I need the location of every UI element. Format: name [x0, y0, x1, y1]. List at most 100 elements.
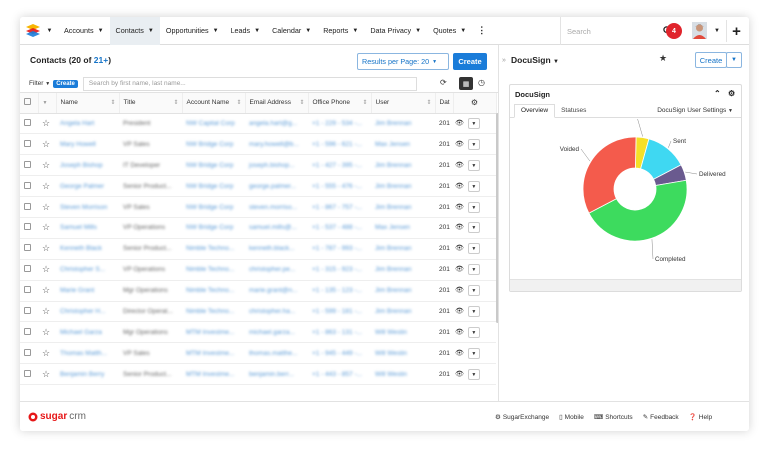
- more-modules-button[interactable]: ⋮: [477, 25, 487, 35]
- nav-tab-reports[interactable]: Reports ▼: [317, 17, 364, 45]
- cell-phone[interactable]: +1 - 443 - 857 -...: [312, 370, 363, 378]
- dashboard-create-dropdown[interactable]: ▼: [726, 52, 742, 68]
- activity-stream-icon[interactable]: ◷: [478, 78, 485, 87]
- table-row[interactable]: ☆ Angela Hart President NW Capital Corp ange…: [20, 113, 496, 135]
- row-checkbox[interactable]: [20, 133, 38, 156]
- quick-create-button[interactable]: +: [726, 20, 746, 42]
- chevron-down-icon[interactable]: ▼: [415, 27, 422, 34]
- row-checkbox[interactable]: [20, 321, 38, 344]
- cell-name[interactable]: Michael Garza: [60, 328, 102, 336]
- cell-account[interactable]: NW Bridge Corp: [186, 203, 234, 211]
- cell-account[interactable]: NW Bridge Corp: [186, 161, 234, 169]
- nav-tab-quotes[interactable]: Quotes ▼: [427, 17, 472, 45]
- chevron-down-icon[interactable]: ▼: [352, 27, 359, 34]
- preview-eye-icon[interactable]: 👁: [455, 328, 464, 336]
- row-checkbox[interactable]: [20, 342, 38, 365]
- favorite-star-icon[interactable]: ☆: [38, 133, 56, 156]
- cell-account[interactable]: Nimble Techno...: [186, 245, 235, 253]
- column-settings[interactable]: ⚙: [453, 93, 497, 114]
- table-row[interactable]: ☆ Christopher H... Director Operat... Nimbl…: [20, 301, 496, 323]
- cell-phone[interactable]: +1 - 229 - 534 -...: [312, 119, 363, 127]
- table-row[interactable]: ☆ Marie Grant Mgr Operations Nimble Techno.…: [20, 280, 496, 302]
- nav-tab-leads[interactable]: Leads ▼: [225, 17, 267, 45]
- preview-eye-icon[interactable]: 👁: [455, 140, 464, 148]
- cell-email[interactable]: kenneth.black...: [249, 245, 295, 253]
- row-checkbox[interactable]: [20, 280, 38, 302]
- select-all-dropdown[interactable]: ▼: [38, 93, 57, 114]
- sugarexchange-link[interactable]: ⚙ SugarExchange: [495, 413, 549, 422]
- cell-email[interactable]: christopher.pe...: [249, 266, 296, 274]
- row-checkbox[interactable]: [20, 154, 38, 177]
- row-actions-dropdown[interactable]: ▼: [467, 180, 480, 192]
- table-row[interactable]: ☆ Christopher S... VP Operations Nimble Tec…: [20, 259, 496, 281]
- column-header-title[interactable]: Title ⇕: [119, 93, 183, 114]
- vertical-scrollbar[interactable]: [496, 113, 499, 323]
- cell-name[interactable]: Joseph Bishop: [60, 161, 103, 169]
- row-actions-dropdown[interactable]: ▼: [467, 305, 480, 317]
- gear-icon[interactable]: ⚙: [728, 89, 736, 98]
- cell-phone[interactable]: +1 - 945 - 449 -...: [312, 349, 363, 357]
- cell-email[interactable]: angela.hart@g...: [249, 119, 298, 127]
- preview-eye-icon[interactable]: 👁: [455, 349, 464, 357]
- row-checkbox[interactable]: [20, 196, 38, 218]
- total-count-link[interactable]: 21+: [93, 55, 109, 65]
- nav-tab-data-privacy[interactable]: Data Privacy ▼: [364, 17, 427, 45]
- column-header-email[interactable]: Email Address ⇕: [245, 93, 309, 114]
- cell-phone[interactable]: +1 - 787 - 993 -...: [312, 245, 363, 253]
- help-link[interactable]: ❓ Help: [689, 413, 712, 422]
- preview-eye-icon[interactable]: 👁: [455, 266, 464, 274]
- cell-email[interactable]: george.palmer...: [249, 182, 296, 190]
- cell-user[interactable]: Jim Brennan: [375, 161, 412, 169]
- row-checkbox[interactable]: [20, 238, 38, 260]
- cell-account[interactable]: Nimble Techno...: [186, 287, 235, 295]
- cell-account[interactable]: Nimble Techno...: [186, 307, 235, 315]
- row-actions-dropdown[interactable]: ▼: [467, 326, 480, 338]
- preview-eye-icon[interactable]: 👁: [455, 182, 464, 190]
- cell-name[interactable]: Kenneth Black: [60, 245, 102, 253]
- cell-email[interactable]: marie.grant@n...: [249, 287, 298, 295]
- cell-phone[interactable]: +1 - 315 - 923 -...: [312, 266, 363, 274]
- cell-email[interactable]: samuel.mills@...: [249, 224, 297, 232]
- cell-account[interactable]: NW Bridge Corp: [186, 140, 234, 148]
- favorite-star-icon[interactable]: ☆: [38, 175, 56, 198]
- cell-user[interactable]: Max Jensen: [375, 140, 411, 148]
- refresh-icon[interactable]: ⟳: [440, 78, 447, 87]
- row-actions-dropdown[interactable]: ▼: [467, 243, 480, 255]
- favorite-star-icon[interactable]: ☆: [38, 113, 56, 135]
- slice-voided[interactable]: [582, 136, 637, 214]
- feedback-link[interactable]: ✎ Feedback: [643, 413, 679, 422]
- cell-email[interactable]: thomas.matthe...: [249, 349, 298, 357]
- row-actions-dropdown[interactable]: ▼: [467, 347, 480, 359]
- cell-name[interactable]: Mary Howell: [60, 140, 96, 148]
- column-header-phone[interactable]: Office Phone ⇕: [308, 93, 372, 114]
- preview-eye-icon[interactable]: 👁: [455, 307, 464, 315]
- favorite-star-icon[interactable]: ☆: [38, 321, 56, 344]
- cell-email[interactable]: christopher.ha...: [249, 307, 296, 315]
- column-header-account[interactable]: Account Name ⇕: [182, 93, 246, 114]
- nav-tab-calendar[interactable]: Calendar ▼: [266, 17, 317, 45]
- nav-tab-opportunities[interactable]: Opportunities ▼: [160, 17, 225, 45]
- chevron-down-icon[interactable]: ▼: [254, 27, 261, 34]
- cell-account[interactable]: Nimble Techno...: [186, 266, 235, 274]
- preview-eye-icon[interactable]: 👁: [455, 287, 464, 295]
- cell-account[interactable]: NW Bridge Corp: [186, 182, 234, 190]
- preview-eye-icon[interactable]: 👁: [455, 203, 464, 211]
- user-profile-menu[interactable]: ▼: [692, 22, 720, 39]
- cell-user[interactable]: Jim Brennan: [375, 307, 412, 315]
- cell-name[interactable]: Christopher H...: [60, 307, 106, 315]
- row-checkbox[interactable]: [20, 259, 38, 281]
- cell-email[interactable]: benjamin.berr...: [249, 370, 294, 378]
- cell-name[interactable]: Benjamin Berry: [60, 370, 105, 378]
- cell-name[interactable]: Marie Grant: [60, 287, 95, 295]
- table-row[interactable]: ☆ Michael Garza Mgr Operations MTM Investme…: [20, 321, 496, 344]
- cell-user[interactable]: Will Westin: [375, 370, 408, 378]
- cell-email[interactable]: steven.morriso...: [249, 203, 298, 211]
- favorite-star-icon[interactable]: ★: [659, 53, 668, 63]
- cell-user[interactable]: Jim Brennan: [375, 119, 412, 127]
- preview-eye-icon[interactable]: 👁: [455, 161, 464, 169]
- row-checkbox[interactable]: [20, 217, 38, 239]
- preview-eye-icon[interactable]: 👁: [455, 119, 464, 127]
- mobile-link[interactable]: ▯ Mobile: [559, 413, 584, 422]
- cell-user[interactable]: Jim Brennan: [375, 245, 412, 253]
- cell-account[interactable]: MTM Investme...: [186, 370, 235, 378]
